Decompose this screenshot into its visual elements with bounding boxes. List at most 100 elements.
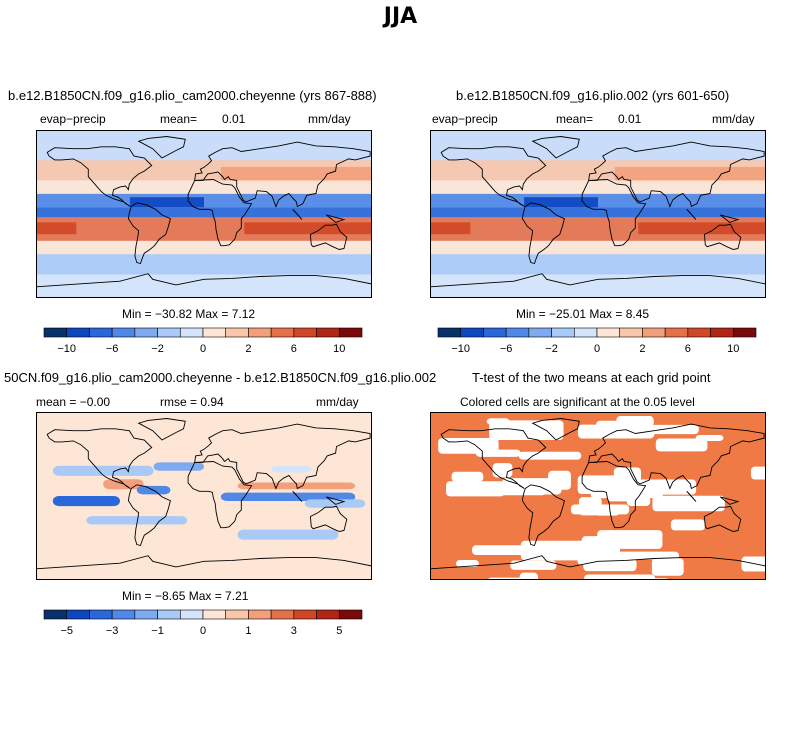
coastline-outline [326,214,346,223]
coastline-outline [521,484,565,547]
colorbar-swatch [483,327,507,338]
panel1-mean-label: mean= [160,112,198,126]
colorbar-swatch [316,609,340,620]
colorbar-tick-label: −10 [451,343,470,355]
coastline-outline [686,208,697,220]
coastline-outline [430,273,766,298]
colorbar-swatch [89,609,113,620]
not-significant-cell [597,530,663,549]
colorbar-tick-label: 0 [200,625,206,637]
not-significant-cell [570,504,630,515]
not-significant-cell [652,495,725,512]
coastline-outline [686,490,697,502]
colorbar-swatch [596,327,621,338]
coastline-outline [430,555,766,580]
colorbar-swatch [179,609,204,620]
colorbar-swatch [551,327,575,338]
coastline-outline [720,214,740,223]
coastline-outline [521,202,565,265]
colorbar-swatch [710,327,734,338]
not-significant-cell [451,471,484,482]
field-band [430,274,766,298]
panel3-map [36,412,372,580]
panel2-colorbar: −10 −6 −2 0 2 6 10 [437,327,757,355]
panel1-units: mm/day [308,112,351,126]
map-frame [430,412,766,580]
colorbar-swatch [134,609,158,620]
coastline-outline [187,179,253,247]
colorbar-swatch [528,327,552,338]
coastline-outline [292,208,303,220]
colorbar-tick-label: −3 [106,625,119,637]
coastline-outline [581,179,647,247]
coastline-outline [127,484,171,547]
colorbar-tick-label: −6 [106,343,119,355]
coastline-outline [127,202,171,265]
colorbar-swatch [573,327,598,338]
colorbar-swatch [157,609,181,620]
colorbar-tick-label: −6 [500,343,513,355]
colorbar-swatch [202,327,227,338]
colorbar-swatch [687,327,711,338]
colorbar-swatch [89,327,113,338]
not-significant-cell [651,558,684,576]
not-significant-cell [455,560,479,567]
coastline-outline [137,136,186,159]
colorbar-swatch [66,609,90,620]
colorbar-tick-label: −2 [151,343,164,355]
not-significant-cell [492,463,513,478]
coastline-outline [440,428,547,489]
colorbar-tick-label: 2 [639,343,645,355]
coastline-outline [46,428,153,489]
not-significant-cell [577,424,655,439]
panel2-map [430,130,766,298]
not-significant-cell [695,434,724,441]
not-significant-cell [438,437,499,454]
coastline-outline [588,141,765,208]
field-band [430,222,471,235]
panel2-stats: Min = −25.01 Max = 8.45 [516,307,650,321]
panel4-title: T-test of the two means at each grid poi… [472,370,711,385]
colorbar-swatch [225,609,249,620]
field-band [430,207,766,218]
coastline-outline [440,146,547,207]
field-band [36,240,372,255]
colorbar-tick-label: 0 [594,343,600,355]
colorbar-swatch [505,327,530,338]
colorbar-tick-label: 6 [685,343,691,355]
colorbar-tick-label: −1 [151,625,164,637]
coastline-outline [531,418,580,441]
difference-blob [153,462,204,471]
coastline-outline [309,223,348,250]
coastline-outline [194,141,371,208]
field-band [36,274,372,298]
colorbar-swatch [270,609,295,620]
coastline-outline [137,418,186,441]
field-band [36,180,372,198]
colorbar-swatch [134,327,158,338]
colorbar-swatch [270,327,295,338]
colorbar-swatch [619,327,643,338]
panel3-units: mm/day [316,395,359,409]
coastline-outline [531,136,580,159]
not-significant-cell [510,560,557,570]
coastline-outline [187,461,253,529]
coastline-outline [46,146,153,207]
colorbar-swatch [43,327,68,338]
colorbar-swatch [293,327,317,338]
map-frame [430,130,766,298]
not-significant-cell [610,551,680,560]
colorbar-tick-label: 0 [200,343,206,355]
panel1-map [36,130,372,298]
colorbar-swatch [179,327,204,338]
difference-blob [237,529,339,540]
not-significant-cell [502,478,562,495]
colorbar-swatch [43,609,68,620]
panel2-mean-label: mean= [556,112,594,126]
not-significant-cell [750,466,766,480]
panel1-variable: evap−precip [40,112,106,126]
difference-blob [52,496,120,507]
panel1-mean-value: 0.01 [222,112,246,126]
colorbar-swatch [338,327,363,338]
coastline-outline [703,223,742,250]
